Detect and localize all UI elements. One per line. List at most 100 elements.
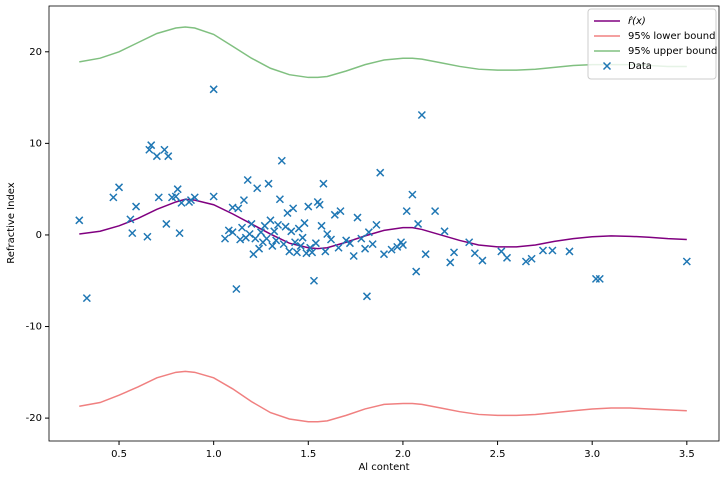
point: [309, 276, 319, 285]
point: [268, 241, 277, 250]
line: [79, 370, 687, 423]
point: [372, 220, 381, 229]
point: [209, 192, 218, 201]
point: [300, 219, 309, 228]
point: [277, 156, 286, 165]
point: [402, 207, 411, 216]
point: [209, 85, 218, 94]
point: [408, 190, 417, 199]
point: [255, 244, 264, 253]
point: [279, 240, 288, 249]
point: [232, 284, 241, 294]
point: [345, 239, 354, 248]
point: [349, 251, 358, 261]
point: [521, 257, 530, 266]
point: [306, 243, 315, 252]
point: [266, 216, 275, 225]
point: [239, 196, 248, 205]
point: [160, 145, 169, 154]
point: [285, 247, 294, 256]
point: [431, 207, 440, 216]
point: [414, 219, 423, 228]
point: [298, 233, 307, 242]
point: [262, 234, 271, 243]
point: [272, 236, 281, 245]
point: [114, 183, 124, 192]
legend-label: 95% upper bound: [628, 46, 717, 57]
point: [449, 248, 459, 257]
point: [132, 202, 141, 211]
point: [190, 193, 199, 202]
point: [319, 179, 328, 188]
point: [82, 294, 91, 303]
point: [287, 227, 296, 236]
point: [548, 246, 557, 255]
y-tick-label: -20: [26, 413, 42, 424]
point: [296, 241, 305, 250]
point: [527, 254, 536, 263]
y-tick-label: 20: [29, 47, 42, 58]
point: [228, 228, 237, 237]
point: [234, 204, 243, 213]
point: [311, 239, 320, 248]
point: [245, 230, 254, 239]
line: [79, 26, 687, 79]
point: [145, 145, 154, 154]
point: [171, 192, 180, 201]
legend-label: 95% lower bound: [628, 31, 715, 42]
line: [79, 198, 687, 250]
point: [591, 274, 601, 283]
point: [364, 228, 373, 237]
point: [154, 193, 163, 202]
point: [251, 234, 260, 243]
point: [326, 235, 336, 244]
point: [317, 221, 326, 230]
point: [502, 253, 512, 262]
point: [398, 240, 407, 250]
point: [321, 247, 330, 256]
y-tick-label: -10: [26, 322, 42, 333]
point: [147, 141, 156, 150]
legend-label: r̂(x): [628, 15, 646, 27]
point: [291, 238, 300, 247]
point: [308, 248, 317, 257]
point: [368, 240, 377, 249]
point: [497, 247, 506, 256]
point: [126, 215, 135, 224]
point: [275, 195, 284, 204]
legend-label: Data: [628, 61, 652, 72]
point: [330, 210, 339, 219]
point: [243, 175, 252, 185]
point: [75, 216, 84, 225]
point: [361, 244, 370, 253]
legend-box: [587, 8, 717, 80]
plot-frame: [48, 5, 720, 442]
x-tick-label: 1.0: [206, 449, 222, 460]
point: [440, 227, 449, 236]
point: [220, 234, 230, 243]
point: [253, 184, 262, 193]
point: [152, 152, 161, 161]
point: [379, 250, 389, 259]
point: [264, 179, 273, 188]
point: [164, 152, 173, 161]
point: [478, 256, 487, 265]
x-tick-label: 1.5: [300, 449, 316, 460]
x-tick-label: 3.0: [584, 449, 600, 460]
point: [162, 219, 171, 228]
point: [304, 202, 313, 211]
y-axis-label: Refractive Index: [6, 182, 17, 263]
point: [292, 248, 301, 257]
point: [128, 229, 137, 238]
point: [353, 213, 362, 222]
point: [289, 204, 298, 213]
x-tick-label: 2.0: [395, 449, 411, 460]
point: [565, 247, 574, 256]
point: [682, 257, 691, 266]
x-tick-label: 0.5: [111, 449, 127, 460]
point: [465, 238, 474, 247]
point: [236, 235, 245, 244]
point: [538, 246, 548, 255]
point: [412, 267, 421, 276]
